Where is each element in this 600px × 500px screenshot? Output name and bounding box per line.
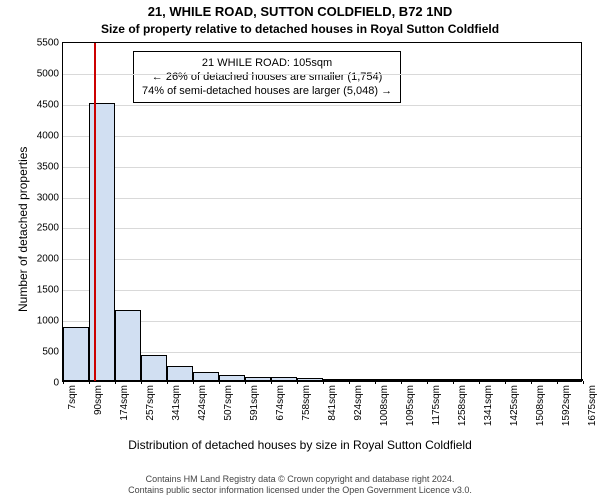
x-tick-mark xyxy=(115,381,116,384)
x-tick-label: 1675sqm xyxy=(587,381,598,426)
x-axis-label: Distribution of detached houses by size … xyxy=(0,438,600,452)
histogram-bar xyxy=(115,310,141,381)
page-subtitle: Size of property relative to detached ho… xyxy=(0,22,600,36)
x-tick-label: 1341sqm xyxy=(483,381,494,426)
gridline xyxy=(63,74,581,75)
x-tick-label: 90sqm xyxy=(93,381,104,415)
x-tick-mark xyxy=(271,381,272,384)
legend-line-1: 21 WHILE ROAD: 105sqm xyxy=(142,56,392,70)
x-tick-mark xyxy=(193,381,194,384)
x-tick-label: 1175sqm xyxy=(431,381,442,425)
y-tick-label: 4000 xyxy=(37,130,59,141)
x-tick-label: 674sqm xyxy=(275,381,286,421)
x-tick-label: 1592sqm xyxy=(561,381,572,426)
y-tick-label: 0 xyxy=(53,378,59,389)
x-tick-label: 841sqm xyxy=(327,381,338,421)
gridline xyxy=(63,259,581,260)
x-tick-mark xyxy=(63,381,64,384)
x-tick-mark xyxy=(479,381,480,384)
y-tick-label: 500 xyxy=(42,347,59,358)
y-tick-label: 5000 xyxy=(37,68,59,79)
gridline xyxy=(63,105,581,106)
gridline xyxy=(63,228,581,229)
footer-line-1: Contains HM Land Registry data © Crown c… xyxy=(0,474,600,485)
chart-root: 21, WHILE ROAD, SUTTON COLDFIELD, B72 1N… xyxy=(0,0,600,500)
x-tick-mark xyxy=(375,381,376,384)
x-tick-mark xyxy=(531,381,532,384)
y-tick-label: 2500 xyxy=(37,223,59,234)
x-tick-label: 257sqm xyxy=(145,381,156,421)
page-title: 21, WHILE ROAD, SUTTON COLDFIELD, B72 1N… xyxy=(0,4,600,19)
x-tick-mark xyxy=(141,381,142,384)
gridline xyxy=(63,136,581,137)
x-tick-mark xyxy=(427,381,428,384)
x-tick-label: 7sqm xyxy=(67,381,78,409)
gridline xyxy=(63,290,581,291)
x-tick-mark xyxy=(401,381,402,384)
y-tick-label: 5500 xyxy=(37,38,59,49)
x-tick-label: 507sqm xyxy=(223,381,234,421)
x-tick-label: 341sqm xyxy=(171,381,182,421)
histogram-bar xyxy=(63,327,89,381)
footer: Contains HM Land Registry data © Crown c… xyxy=(0,474,600,496)
x-tick-mark xyxy=(505,381,506,384)
histogram-bar xyxy=(141,355,167,381)
x-tick-label: 174sqm xyxy=(119,381,130,421)
x-tick-label: 1425sqm xyxy=(509,381,520,426)
y-tick-label: 4500 xyxy=(37,99,59,110)
y-tick-label: 3500 xyxy=(37,161,59,172)
x-tick-label: 1095sqm xyxy=(405,381,416,426)
gridline xyxy=(63,167,581,168)
x-tick-mark xyxy=(245,381,246,384)
x-tick-mark xyxy=(557,381,558,384)
x-tick-mark xyxy=(89,381,90,384)
histogram-bar xyxy=(193,372,219,381)
gridline xyxy=(63,198,581,199)
legend-line-2: ← 26% of detached houses are smaller (1,… xyxy=(142,70,392,84)
x-tick-mark xyxy=(219,381,220,384)
x-tick-mark xyxy=(167,381,168,384)
x-tick-label: 924sqm xyxy=(353,381,364,421)
x-tick-label: 424sqm xyxy=(197,381,208,421)
x-tick-mark xyxy=(297,381,298,384)
x-tick-mark xyxy=(453,381,454,384)
histogram-bar xyxy=(89,103,115,381)
y-axis-label: Number of detached properties xyxy=(16,147,30,312)
y-tick-label: 1500 xyxy=(37,285,59,296)
x-tick-label: 1258sqm xyxy=(457,381,468,426)
property-marker-line xyxy=(94,43,96,381)
x-tick-mark xyxy=(323,381,324,384)
legend-box: 21 WHILE ROAD: 105sqm ← 26% of detached … xyxy=(133,51,401,103)
y-tick-label: 3000 xyxy=(37,192,59,203)
plot-area: 21 WHILE ROAD: 105sqm ← 26% of detached … xyxy=(62,42,582,382)
histogram-bar xyxy=(167,366,193,381)
x-tick-label: 1508sqm xyxy=(535,381,546,426)
y-tick-label: 2000 xyxy=(37,254,59,265)
x-tick-label: 591sqm xyxy=(249,381,260,421)
footer-line-2: Contains public sector information licen… xyxy=(0,485,600,496)
x-tick-mark xyxy=(583,381,584,384)
x-tick-label: 758sqm xyxy=(301,381,312,421)
x-tick-mark xyxy=(349,381,350,384)
legend-line-3: 74% of semi-detached houses are larger (… xyxy=(142,84,392,98)
y-tick-label: 1000 xyxy=(37,316,59,327)
x-tick-label: 1008sqm xyxy=(379,381,390,426)
